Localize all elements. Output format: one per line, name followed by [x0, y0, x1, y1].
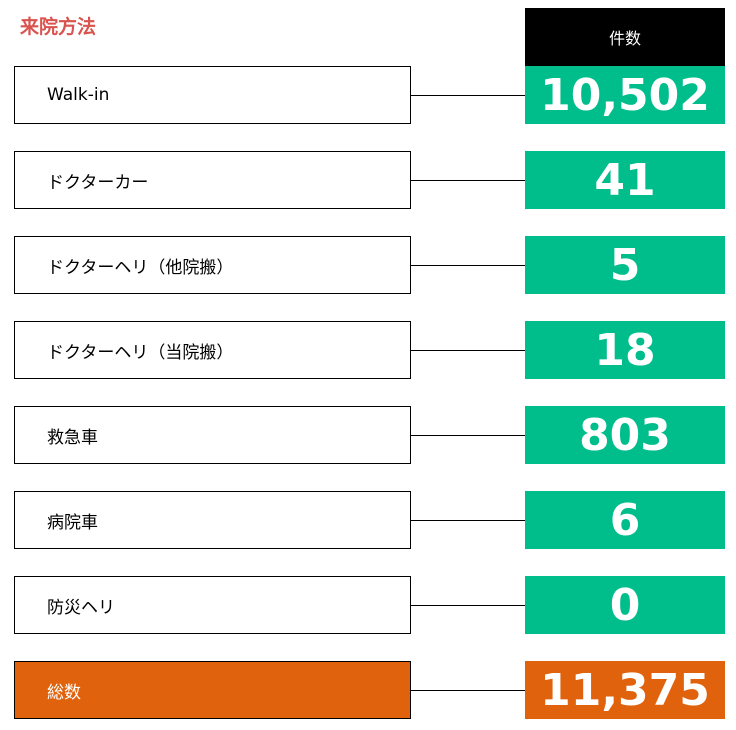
row-value: 5 — [525, 236, 725, 294]
total-label-box: 総数 — [14, 661, 411, 719]
connector-line — [411, 605, 525, 606]
label-box: 病院車 — [14, 491, 411, 549]
total-value: 11,375 — [525, 661, 725, 719]
row-doctor-car: ドクターカー 41 — [0, 151, 736, 209]
row-label: 防災ヘリ — [47, 597, 115, 618]
row-value: 6 — [525, 491, 725, 549]
row-doctor-heli-other: ドクターヘリ（他院搬） 5 — [0, 236, 736, 294]
connector-line — [411, 265, 525, 266]
connector-line — [411, 180, 525, 181]
row-value: 0 — [525, 576, 725, 634]
row-value: 41 — [525, 151, 725, 209]
row-label: ドクターヘリ（他院搬） — [47, 257, 234, 278]
label-box: Walk-in — [14, 66, 411, 124]
label-box: 救急車 — [14, 406, 411, 464]
row-disaster-heli: 防災ヘリ 0 — [0, 576, 736, 634]
row-total: 総数 11,375 — [0, 661, 736, 719]
row-ambulance: 救急車 803 — [0, 406, 736, 464]
row-label: 救急車 — [47, 427, 98, 448]
row-hospital-car: 病院車 6 — [0, 491, 736, 549]
row-doctor-heli-own: ドクターヘリ（当院搬） 18 — [0, 321, 736, 379]
connector-line — [411, 520, 525, 521]
label-box: 防災ヘリ — [14, 576, 411, 634]
connector-line — [411, 95, 525, 96]
total-label: 総数 — [47, 682, 81, 703]
count-column-header: 件数 — [525, 8, 725, 66]
connector-line — [411, 435, 525, 436]
label-box: ドクターカー — [14, 151, 411, 209]
row-value: 10,502 — [525, 66, 725, 124]
page-title: 来院方法 — [20, 16, 97, 38]
label-box: ドクターヘリ（当院搬） — [14, 321, 411, 379]
row-label: ドクターヘリ（当院搬） — [47, 342, 234, 363]
row-label: ドクターカー — [47, 172, 149, 193]
row-label: Walk-in — [47, 85, 110, 105]
row-walk-in: Walk-in 10,502 — [0, 66, 736, 124]
row-value: 803 — [525, 406, 725, 464]
label-box: ドクターヘリ（他院搬） — [14, 236, 411, 294]
connector-line — [411, 350, 525, 351]
row-value: 18 — [525, 321, 725, 379]
connector-line — [411, 690, 525, 691]
row-label: 病院車 — [47, 512, 98, 533]
